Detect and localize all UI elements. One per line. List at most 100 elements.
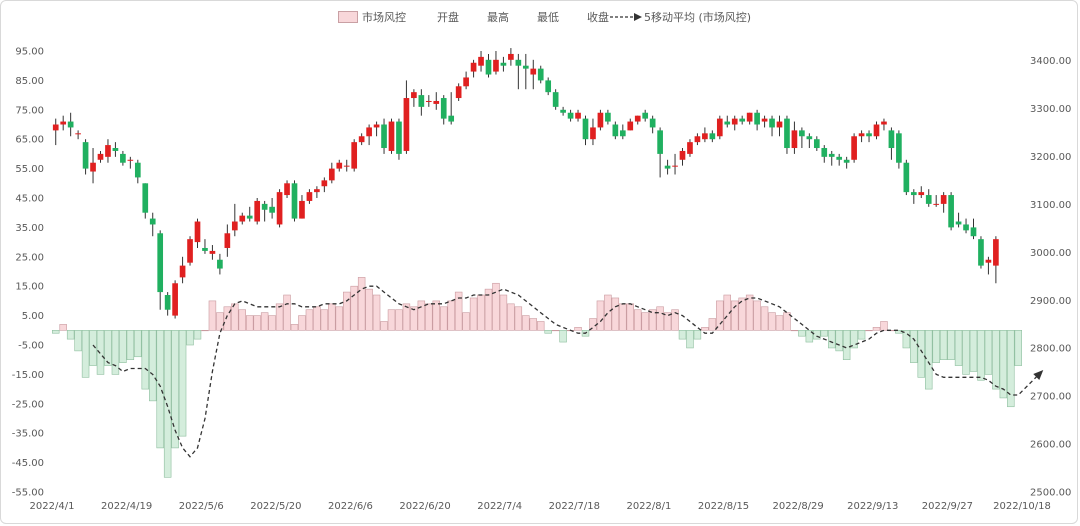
left-axis-tick-label: 85.00 (15, 76, 44, 87)
right-axis-tick-label: 2900.00 (1030, 296, 1071, 307)
candle-body (679, 150, 686, 160)
candle-body (687, 142, 693, 154)
right-axis-tick-label: 3200.00 (1030, 152, 1071, 163)
candle-body (993, 239, 999, 266)
candle-body (649, 118, 656, 128)
x-axis-tick-label: 2022/9/27 (922, 501, 973, 512)
risk-bar (335, 306, 344, 331)
risk-bar (380, 321, 388, 331)
candle-body (478, 56, 484, 66)
risk-bar (790, 329, 799, 332)
right-axis-tick-label: 2500.00 (1030, 488, 1071, 499)
candle-body (448, 115, 455, 122)
legend-open-label: 开盘 (437, 11, 459, 24)
left-axis-tick-label: -15.00 (12, 370, 44, 381)
candle-body (493, 59, 499, 72)
risk-bar (425, 303, 433, 331)
right-axis-tick-label: 3300.00 (1030, 104, 1071, 115)
candle-body (366, 127, 372, 137)
risk-bar (417, 300, 426, 331)
candle-body (903, 162, 910, 193)
candle-body (381, 124, 387, 149)
x-axis-tick-label: 2022/4/1 (30, 501, 75, 512)
risk-bar (231, 303, 239, 331)
risk-bar (260, 312, 269, 331)
risk-bar (275, 303, 284, 331)
risk-bar (857, 329, 866, 340)
candle-body (418, 95, 425, 107)
risk-bar (999, 329, 1008, 399)
legend-risk-label: 市场风控 (362, 11, 406, 24)
left-axis-tick-label: -35.00 (12, 429, 44, 440)
candle-body (321, 180, 328, 187)
candle-body (202, 247, 208, 251)
candle-body (455, 86, 462, 99)
candle-body (776, 121, 783, 128)
risk-bar (678, 329, 687, 340)
risk-bar (320, 309, 329, 331)
risk-bar (111, 329, 120, 375)
candle-body (530, 68, 537, 75)
risk-bar (902, 329, 911, 349)
candle-body (851, 136, 857, 160)
candle-body (90, 162, 96, 172)
candle-body (299, 200, 305, 219)
risk-bar (798, 329, 806, 337)
risk-bar (305, 309, 314, 331)
risk-bar (775, 315, 784, 331)
candle-body (567, 112, 574, 119)
risk-bar (492, 282, 500, 331)
legend-close: 收盘 (587, 9, 609, 25)
right-axis-tick-label: 2600.00 (1030, 440, 1071, 451)
risk-bar (253, 315, 261, 331)
candle-body (881, 121, 887, 125)
right-axis-tick-label: 2800.00 (1030, 344, 1071, 355)
risk-bar (596, 300, 605, 331)
candle-body (485, 59, 492, 75)
candle-body (933, 203, 940, 205)
candle-body (127, 159, 134, 161)
candle-body (470, 62, 477, 72)
candle-body (694, 136, 701, 143)
candle-body (716, 118, 723, 137)
candle-body (657, 130, 663, 154)
candle-body (873, 124, 880, 137)
risk-bar (507, 303, 515, 331)
x-axis-tick-label: 2022/9/13 (847, 501, 898, 512)
left-axis-tick-label: -55.00 (12, 488, 44, 499)
risk-bar (783, 312, 791, 331)
candle-body (888, 130, 895, 149)
candle-body (545, 80, 552, 93)
risk-bar (716, 300, 724, 331)
x-axis-tick-label: 2022/5/6 (179, 501, 224, 512)
x-axis-tick-label: 2022/7/4 (477, 501, 522, 512)
risk-bar (753, 300, 761, 331)
left-axis-tick-label: 25.00 (15, 252, 44, 263)
left-axis-tick-label: -5.00 (18, 341, 44, 352)
legend-high-label: 最高 (487, 11, 509, 24)
risk-bar (357, 277, 366, 331)
candle-body (239, 215, 246, 222)
risk-bar (708, 318, 717, 331)
right-axis-tick-label: 3100.00 (1030, 200, 1071, 211)
risk-bar (268, 315, 276, 331)
chart-legend: 市场风控 开盘 最高 最低 收盘 5移动平均 (市场风控) (0, 8, 1080, 26)
candle-body (105, 145, 111, 157)
candle-body (791, 130, 798, 149)
candle-body (425, 100, 432, 102)
risk-bar (551, 329, 560, 332)
risk-bar (768, 312, 776, 331)
candle-body (866, 133, 872, 137)
candle-body (828, 153, 835, 157)
risk-bar (805, 329, 814, 343)
risk-bar (984, 329, 993, 375)
candle-body (500, 62, 507, 66)
candle-body (537, 68, 544, 81)
candle-body (724, 121, 731, 125)
candle-body (142, 183, 149, 213)
risk-bar (149, 329, 157, 402)
candle-body (522, 65, 529, 69)
risk-bar (536, 321, 545, 331)
risk-bar (760, 306, 769, 331)
